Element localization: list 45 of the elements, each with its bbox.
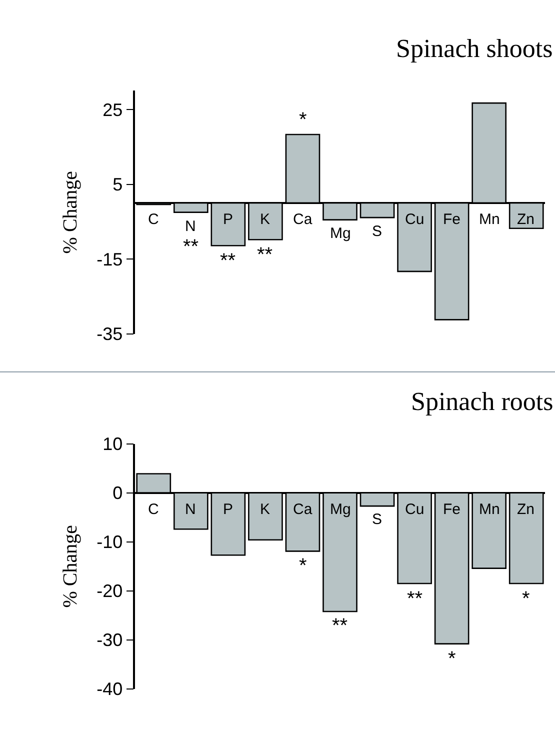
x-tick-label: Zn <box>517 501 535 518</box>
x-tick-label: K <box>260 211 270 228</box>
annotation: ** <box>183 236 199 258</box>
y-tick-label: 5 <box>112 174 123 195</box>
y-tick-label: -40 <box>96 679 123 700</box>
x-tick-label: Zn <box>517 211 535 228</box>
y-tick-label: 0 <box>112 483 123 504</box>
x-tick-label: C <box>148 211 159 228</box>
x-tick-label: Cu <box>405 501 424 518</box>
annotation: * <box>299 109 307 131</box>
annotation: * <box>299 555 307 577</box>
annotation: ** <box>257 244 273 266</box>
y-axis-title: % Change <box>60 170 82 254</box>
x-tick-label: S <box>372 511 382 528</box>
annotation: ** <box>407 588 423 610</box>
y-tick-label: 25 <box>102 100 123 120</box>
x-tick-label: Fe <box>443 501 461 518</box>
x-tick-label: Fe <box>443 211 461 228</box>
x-tick-label: Cu <box>405 211 424 228</box>
y-tick-label: -20 <box>96 581 123 602</box>
x-tick-label: N <box>185 218 196 235</box>
annotation: ** <box>220 250 236 272</box>
y-tick-label: -15 <box>96 249 123 270</box>
y-tick-label: 10 <box>102 434 123 454</box>
annotation: ** <box>332 615 348 637</box>
x-tick-label: Mn <box>479 501 500 518</box>
x-tick-label: Ca <box>293 211 313 228</box>
x-tick-label: Ca <box>293 501 313 518</box>
x-tick-label: Mg <box>330 225 351 242</box>
x-tick-label: Mg <box>330 501 351 518</box>
x-tick-label: Mn <box>479 211 500 228</box>
x-tick-label: K <box>260 501 270 518</box>
chart-title: Spinach roots <box>411 387 554 416</box>
chart-title: Spinach shoots <box>396 34 553 63</box>
x-tick-label: S <box>372 223 382 240</box>
y-axis-title: % Change <box>60 524 82 608</box>
x-tick-label: C <box>148 501 159 518</box>
x-tick-label: P <box>223 501 234 518</box>
y-tick-label: -10 <box>96 532 123 552</box>
y-tick-label: -35 <box>96 324 123 344</box>
x-tick-label: P <box>223 211 234 228</box>
y-tick-label: -30 <box>96 630 123 650</box>
annotation: * <box>522 588 530 610</box>
annotation: * <box>448 648 456 670</box>
x-tick-label: N <box>185 501 196 518</box>
